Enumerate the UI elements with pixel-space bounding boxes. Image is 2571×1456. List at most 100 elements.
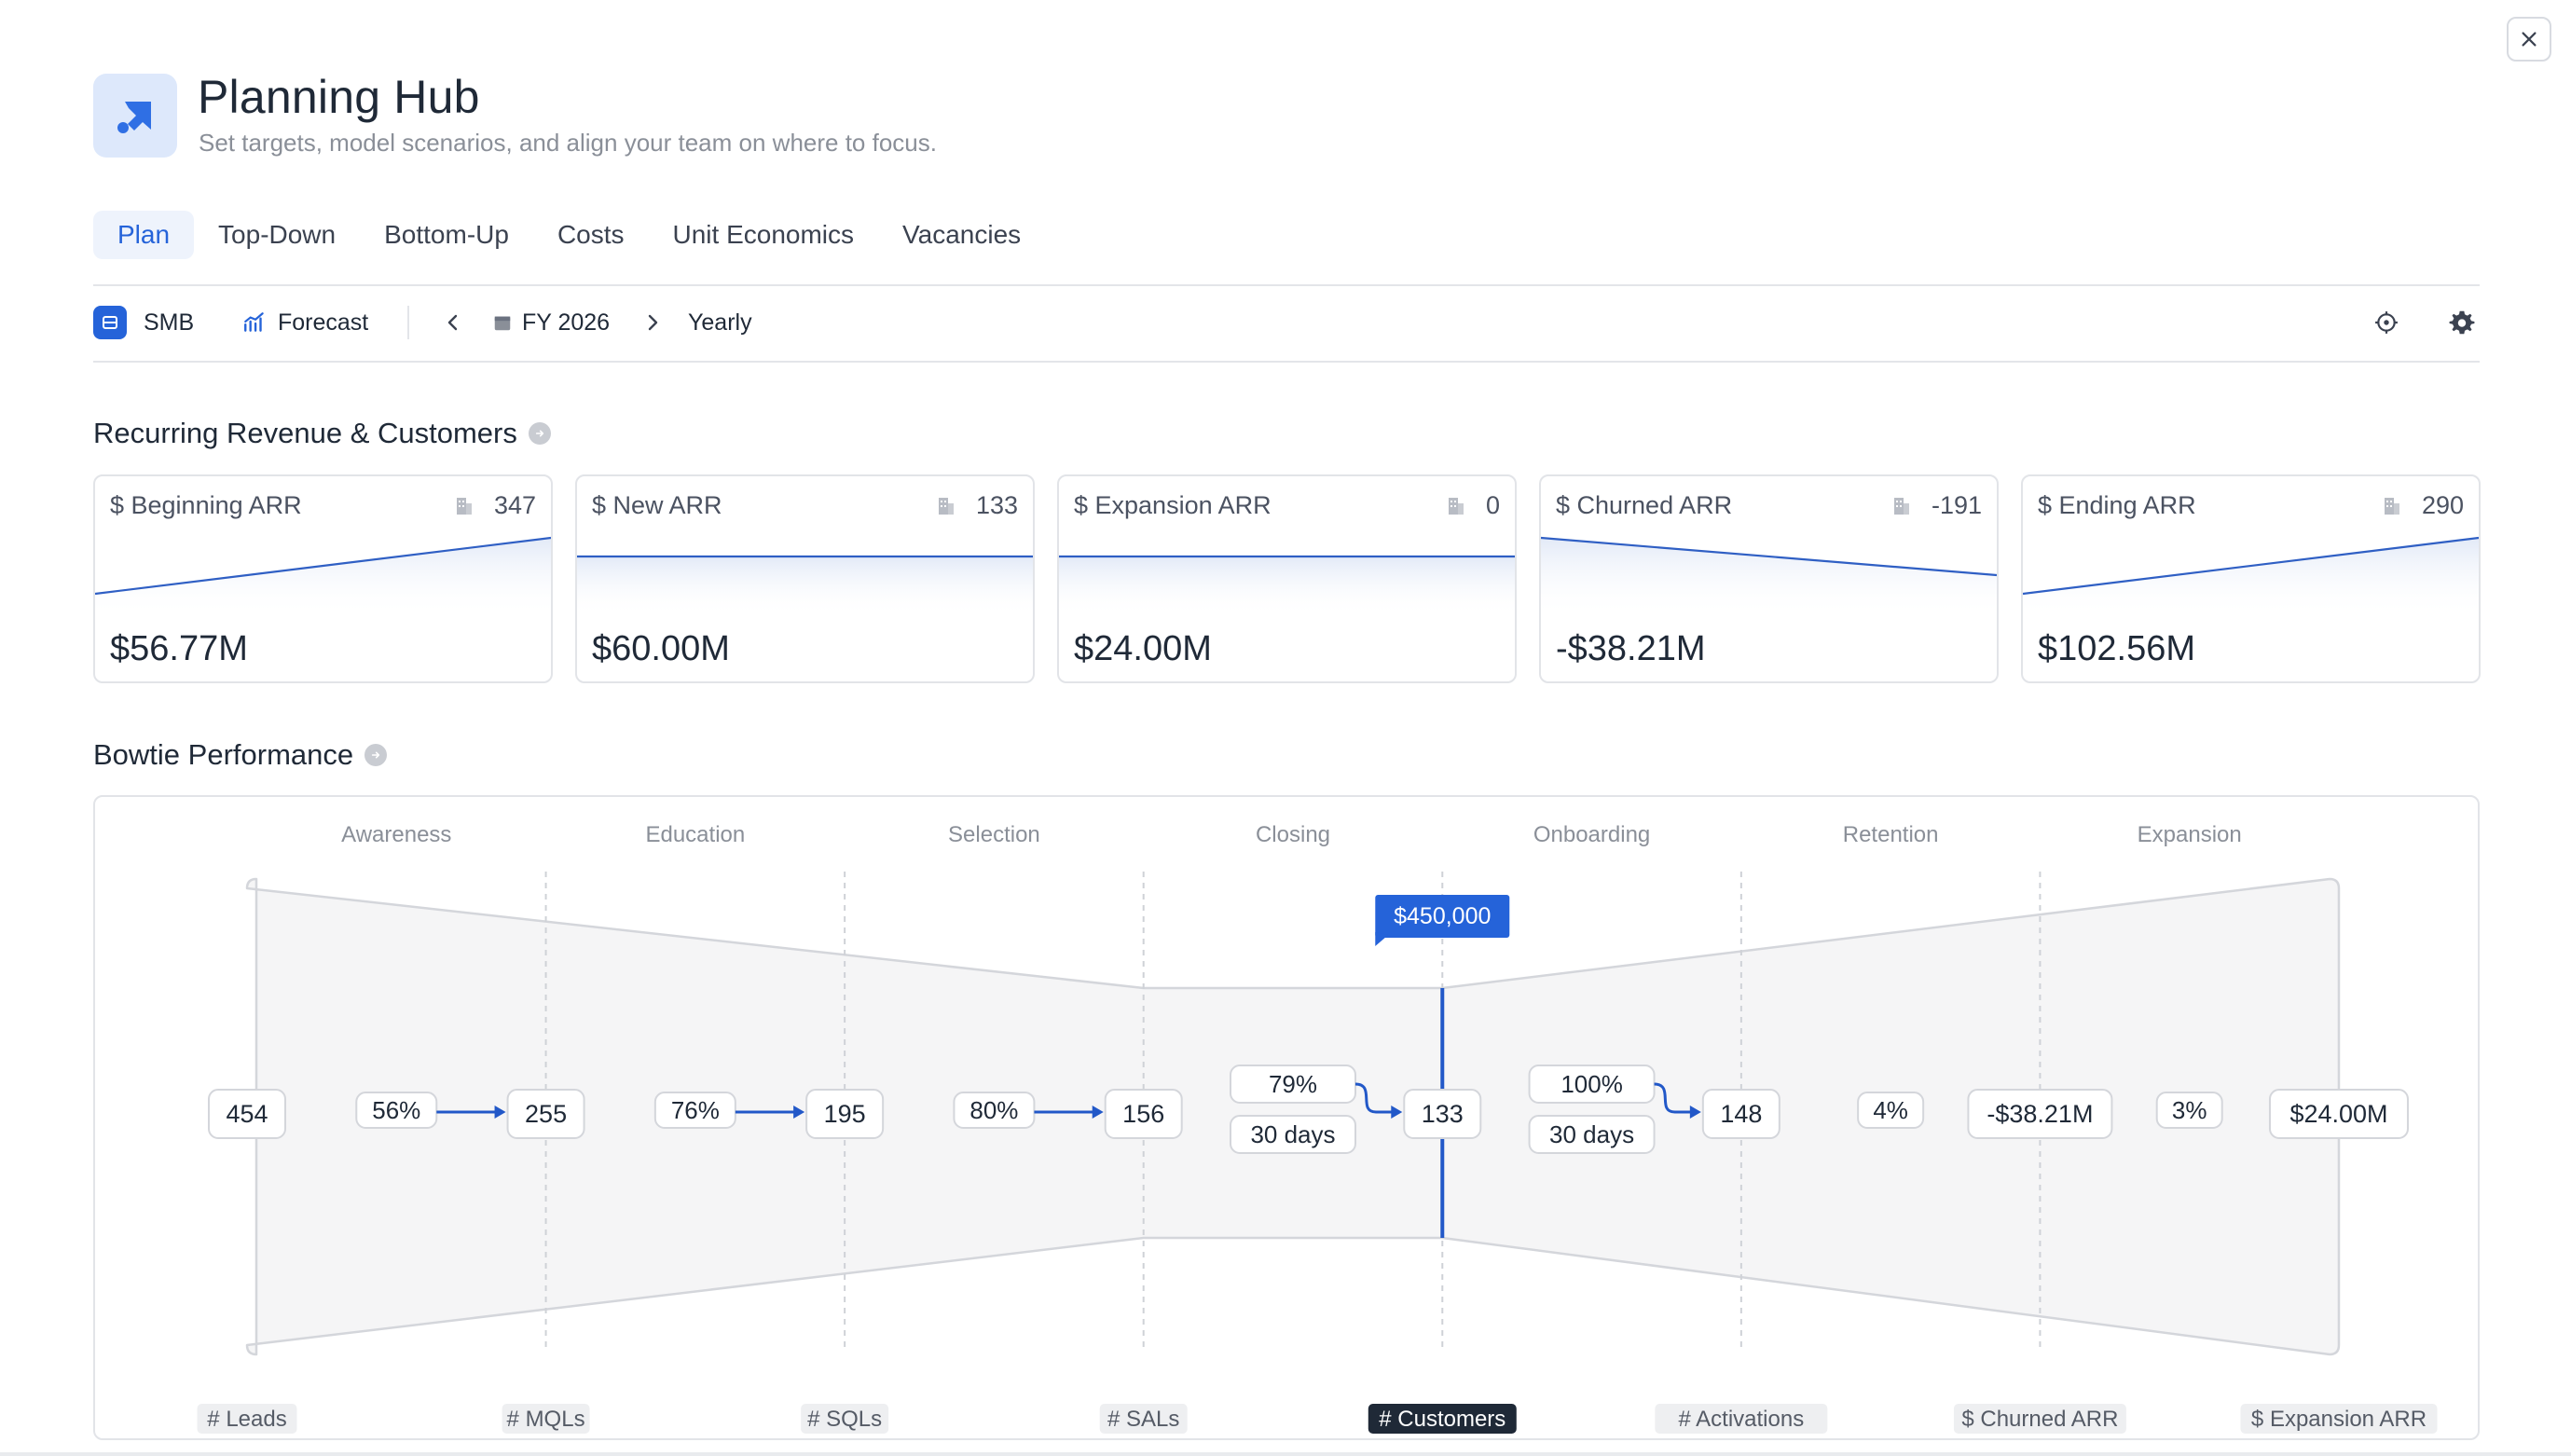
arr-card[interactable]: $ Expansion ARR 0 $24.00M (1057, 474, 1517, 683)
metric-label-box (1953, 1404, 2126, 1434)
period-selector[interactable]: FY 2026 (492, 300, 610, 345)
conversion-rate: 56% (372, 1096, 420, 1124)
settings-button[interactable] (2447, 308, 2477, 337)
conversion-rate: 80% (969, 1096, 1018, 1124)
info-icon[interactable] (364, 744, 388, 766)
card-label: $ Churned ARR (1556, 491, 1733, 519)
app-icon (93, 74, 177, 158)
arr-card[interactable]: $ Beginning ARR 347 $56.77M (93, 474, 553, 683)
metric-value-box (506, 1089, 585, 1139)
tab-plan[interactable]: Plan (93, 211, 195, 259)
metric-label-box (1368, 1404, 1517, 1434)
flow-arrow (1354, 1082, 1394, 1114)
card-value: $60.00M (592, 629, 730, 668)
tab-bar: Plan Top-Down Bottom-Up Costs Unit Econo… (93, 211, 1045, 259)
conversion-rate: 100% (1560, 1070, 1623, 1098)
metric-label-box (197, 1404, 297, 1434)
stage-label: Awareness (341, 822, 451, 847)
target-button[interactable] (2372, 308, 2401, 337)
previous-period-button[interactable] (438, 308, 468, 337)
card-value: $24.00M (1074, 629, 1212, 668)
stage-label: Expansion (2138, 822, 2242, 847)
building-icon (2384, 497, 2399, 515)
planning-arrow-icon (117, 102, 151, 133)
flow-arrowhead (1391, 1106, 1403, 1119)
stage-label: Onboarding (1533, 822, 1650, 847)
metric-label: # Customers (1379, 1407, 1505, 1432)
arr-card[interactable]: $ Ending ARR 290 $102.56M (2021, 474, 2481, 683)
arr-card[interactable]: $ Churned ARR -191 -$38.21M (1539, 474, 1999, 683)
conversion-rate-box (953, 1092, 1036, 1129)
tab-unit-economics[interactable]: Unit Economics (672, 220, 855, 249)
metric-label-box (502, 1404, 590, 1434)
metric-value-box (1701, 1089, 1780, 1139)
metric-value-box (208, 1089, 286, 1139)
sparkline-area (577, 556, 1033, 616)
metric-value: 454 (226, 1100, 268, 1128)
metric-label: # SQLs (807, 1407, 882, 1432)
metric-label: $ Churned ARR (1961, 1407, 2118, 1432)
metric-label: # Leads (207, 1407, 286, 1432)
card-value: -$38.21M (1556, 629, 1706, 668)
metric-value: $24.00M (2289, 1100, 2387, 1128)
next-period-button[interactable] (638, 308, 667, 337)
sparkline-line (2023, 536, 2479, 596)
info-icon[interactable] (528, 422, 551, 445)
sparkline (577, 555, 1033, 616)
highlight-value: $450,000 (1394, 903, 1491, 929)
toolbar-separator (407, 306, 409, 339)
arr-card[interactable]: $ New ARR 133 $60.00M (575, 474, 1035, 683)
sparkline-area (2023, 538, 2479, 616)
metric-label-box (2240, 1404, 2438, 1434)
conversion-rate: 4% (1873, 1096, 1908, 1124)
card-label: $ Ending ARR (2038, 491, 2196, 519)
tab-vacancies[interactable]: Vacancies (902, 220, 1022, 249)
conversion-duration-box (1229, 1115, 1356, 1154)
building-icon (456, 497, 472, 515)
close-button[interactable] (2507, 17, 2551, 62)
card-count-value: 290 (2421, 491, 2464, 519)
sparkline-area (95, 538, 551, 616)
sparkline (95, 536, 551, 616)
metric-label-box (1099, 1404, 1188, 1434)
conversion-rate-box (1857, 1092, 1925, 1129)
building-icon (1448, 497, 1464, 515)
arr-cards: $ Beginning ARR 347 $56.77M $ New ARR 133 $60… (93, 474, 2481, 683)
metric-value: 156 (1122, 1100, 1164, 1128)
conversion-duration: 30 days (1549, 1120, 1634, 1148)
building-icon (1893, 497, 1909, 515)
close-icon (2522, 32, 2537, 47)
segment-icon (93, 306, 127, 339)
flow-arrow (1654, 1082, 1692, 1114)
chevron-right-icon (648, 314, 658, 331)
stage-label: Retention (1843, 822, 1939, 847)
metric-value-box (2268, 1089, 2409, 1139)
conversion-duration: 30 days (1250, 1120, 1335, 1148)
sparkline-line (1541, 536, 1997, 577)
highlight-callout (1375, 895, 1510, 938)
granularity-selector[interactable]: Yearly (688, 309, 752, 336)
sparkline-line (95, 536, 551, 596)
bowtie-heading: Bowtie Performance (93, 738, 388, 772)
tab-costs[interactable]: Costs (557, 220, 625, 249)
tab-bottom-up[interactable]: Bottom-Up (384, 220, 509, 249)
card-label: $ Expansion ARR (1074, 491, 1272, 519)
card-count: 347 (453, 491, 536, 520)
metric-value: 195 (824, 1100, 866, 1128)
metric-label-box (1655, 1404, 1828, 1434)
target-icon (2375, 311, 2398, 334)
period-label: FY 2026 (522, 309, 611, 336)
toolbar-divider (93, 361, 2480, 363)
stage-label: Selection (948, 822, 1040, 847)
forecast-chart-icon (244, 312, 264, 332)
forecast-selector[interactable]: Forecast (242, 300, 368, 345)
tab-top-down[interactable]: Top-Down (218, 220, 337, 249)
conversion-duration-box (1528, 1115, 1656, 1154)
conversion-rate: 79% (1269, 1070, 1317, 1098)
segment-selector[interactable]: SMB (93, 300, 194, 345)
sparkline (1541, 536, 1997, 616)
flow-arrowhead (793, 1106, 805, 1119)
metric-value-box (1967, 1089, 2113, 1139)
metric-label: # MQLs (507, 1407, 585, 1432)
sparkline-area (1059, 556, 1515, 616)
